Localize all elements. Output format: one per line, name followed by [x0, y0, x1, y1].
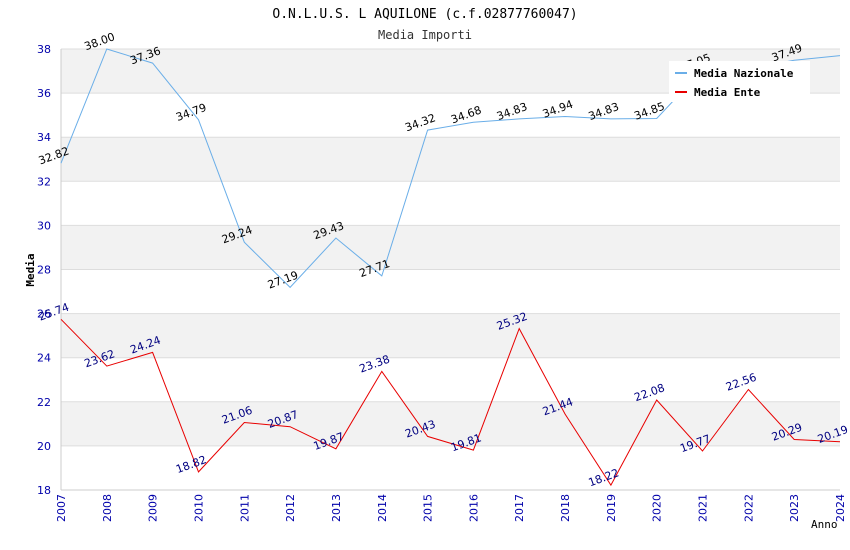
chart-subtitle: Media Importi — [378, 28, 472, 42]
x-axis-label: Anno — [811, 518, 838, 531]
legend-entry: Media Ente — [694, 86, 761, 99]
y-axis-label: Media — [24, 253, 37, 286]
legend: Media Nazionale Media Ente — [669, 61, 810, 102]
x-tick-label: 2008 — [101, 494, 114, 522]
x-tick-label: 2016 — [467, 494, 480, 522]
background-band — [61, 401, 840, 446]
background-band — [61, 137, 840, 182]
x-tick-label: 2018 — [559, 494, 572, 522]
x-tick-label: 2024 — [834, 494, 847, 522]
x-tick-label: 2022 — [742, 494, 755, 522]
legend-box — [669, 61, 810, 102]
background-bands — [61, 49, 840, 490]
x-tick-label: 2015 — [422, 494, 435, 522]
legend-entry: Media Nazionale — [694, 67, 794, 80]
x-tick-label: 2017 — [513, 494, 526, 522]
grid-lines — [60, 48, 840, 491]
x-tick-labels: 2007 2008 2009 2010 2011 2012 2013 2014 2015 2016… — [55, 494, 847, 522]
y-tick-labels: 18 20 22 24 26 28 30 32 34 36 38 — [37, 43, 51, 497]
x-tick-label: 2007 — [55, 494, 68, 522]
background-band — [61, 225, 840, 270]
background-band — [61, 269, 840, 314]
y-tick-label: 22 — [37, 396, 51, 409]
x-tick-label: 2010 — [192, 494, 205, 522]
x-tick-label: 2013 — [330, 494, 343, 522]
x-tick-label: 2020 — [651, 494, 664, 522]
background-band — [61, 357, 840, 402]
y-tick-label: 18 — [37, 484, 51, 497]
y-tick-label: 30 — [37, 219, 51, 232]
background-band — [61, 313, 840, 358]
y-tick-label: 24 — [37, 352, 51, 365]
y-tick-label: 34 — [37, 131, 51, 144]
x-tick-label: 2009 — [147, 494, 160, 522]
x-tick-label: 2011 — [238, 494, 251, 522]
y-tick-label: 32 — [37, 175, 51, 188]
series-line — [60, 318, 841, 487]
background-band — [61, 181, 840, 226]
x-tick-label: 2021 — [697, 494, 710, 522]
y-tick-label: 26 — [37, 308, 51, 321]
x-tick-label: 2019 — [605, 494, 618, 522]
y-tick-label: 20 — [37, 440, 51, 453]
x-tick-label: 2012 — [284, 494, 297, 522]
x-tick-label: 2023 — [788, 494, 801, 522]
y-tick-label: 38 — [37, 43, 51, 56]
chart-title: O.N.L.U.S. L AQUILONE (c.f.02877760047) — [272, 7, 577, 22]
y-tick-label: 36 — [37, 87, 51, 100]
y-tick-label: 28 — [37, 264, 51, 277]
x-tick-label: 2014 — [376, 494, 389, 522]
